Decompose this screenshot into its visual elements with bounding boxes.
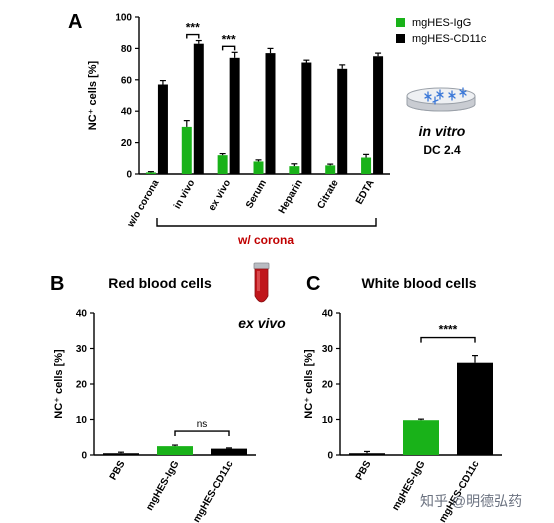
chart-a-category-label: EDTA [354, 178, 377, 206]
chart-b-bar [211, 448, 247, 455]
chart-a-y-tick-label: 40 [121, 107, 133, 118]
chart-a-y-tick-label: 100 [115, 13, 132, 24]
legend: mgHES-IgG mgHES-CD11c [396, 17, 487, 45]
chart-a-bar-cd11c [157, 84, 168, 174]
chart-c-y-axis-label: NC⁺ cells [%] [303, 349, 315, 419]
chart-a-y-tick-label: 60 [121, 75, 133, 86]
chart-b-significance-bracket [174, 430, 230, 437]
chart-b-category-label: PBS [108, 459, 128, 483]
chart-a-y-tick-label: 80 [121, 44, 133, 55]
chart-a-significance-label: *** [222, 32, 236, 46]
legend-swatch-igg [396, 18, 405, 27]
chart-a-bar-cd11c [337, 68, 348, 174]
chart-a-bar-igg [253, 161, 264, 174]
legend-label-igg: mgHES-IgG [412, 17, 471, 29]
chart-a-category-label: Serum [244, 178, 269, 211]
legend-swatch-cd11c [396, 34, 405, 43]
chart-a-category-label: in vivo [172, 178, 197, 211]
chart-a-significance-label: *** [186, 21, 200, 35]
chart-c-bar [349, 453, 385, 455]
legend-label-cd11c: mgHES-CD11c [412, 33, 487, 45]
chart-a-category-label: Citrate [315, 178, 341, 211]
chart-a-significance-bracket [221, 45, 236, 51]
chart-a-bar-cd11c [229, 57, 240, 174]
chart-b: 0 10 20 30 40 NC⁺ cells [%] PBS mgHES-IgG mgHES-… [53, 275, 256, 523]
chart-a-bar-cd11c [301, 62, 312, 174]
chart-c-y-tick-label: 0 [327, 451, 333, 462]
chart-c-category-label: PBS [354, 459, 374, 483]
chart-a-significance-bracket [186, 33, 200, 39]
chart-b-bar [103, 453, 139, 455]
chart-a-y-axis-label: NC⁺ cells [%] [87, 60, 99, 130]
chart-b-y-axis-label: NC⁺ cells [%] [53, 349, 65, 419]
chart-a-bar-igg [361, 157, 372, 174]
chart-c-y-tick-label: 10 [322, 415, 334, 426]
chart-b-significance-label: ns [197, 419, 208, 430]
petri-dish-illustration [406, 87, 476, 112]
chart-a-bar-igg [145, 172, 156, 174]
panel-label-b: B [50, 273, 64, 295]
panel-label-c: C [306, 273, 320, 295]
chart-a-bar-cd11c [193, 43, 204, 174]
chart-c-y-tick-label: 30 [322, 344, 334, 355]
chart-c-bar [403, 420, 439, 455]
chart-b-category-label: mgHES-IgG [144, 459, 181, 513]
chart-b-y-tick-label: 20 [76, 380, 88, 391]
chart-c-significance-label: **** [439, 323, 458, 337]
in-vitro-label: in vitro [419, 123, 466, 139]
watermark: 知乎 @明德弘药 [420, 493, 522, 509]
chart-a-bar-igg [325, 165, 336, 174]
chart-a-category-label: Heparin [277, 178, 305, 216]
chart-b-title: Red blood cells [108, 275, 212, 291]
chart-a-category-label: ex vivo [207, 178, 233, 213]
chart-a-y-tick-label: 20 [121, 138, 133, 149]
panel-label-a: A [68, 11, 82, 33]
ex-vivo-label: ex vivo [238, 315, 286, 331]
chart-b-y-tick-label: 0 [81, 451, 87, 462]
chart-b-y-tick-label: 40 [76, 309, 88, 320]
chart-a-bar-igg [289, 166, 300, 174]
chart-b-bar [157, 446, 193, 455]
chart-a-bar-igg [217, 155, 228, 174]
blood-tube-icon [253, 262, 270, 303]
chart-c-y-tick-label: 40 [322, 309, 334, 320]
chart-a-y-tick-label: 0 [126, 170, 132, 181]
chart-a-bar-cd11c [265, 53, 276, 174]
chart-c-y-tick-label: 20 [322, 380, 334, 391]
chart-b-y-tick-label: 10 [76, 415, 88, 426]
chart-c-title: White blood cells [361, 275, 476, 291]
corona-label: w/ corona [237, 233, 294, 247]
chart-c-significance-bracket [420, 336, 476, 343]
chart-c-bar [457, 362, 493, 455]
chart-b-category-label: mgHES-CD11c [191, 459, 235, 523]
chart-a-category-label: w/o corona [125, 178, 162, 230]
corona-bracket [156, 218, 377, 227]
chart-a-bar-igg [181, 126, 192, 174]
chart-a-bar-cd11c [373, 56, 384, 174]
chart-a: 0 20 40 60 80 100 NC⁺ cells [%] w/o corona in vi… [87, 13, 390, 230]
dc-label: DC 2.4 [423, 143, 461, 157]
chart-c-category-label: mgHES-CD11c [437, 459, 481, 523]
chart-b-y-tick-label: 30 [76, 344, 88, 355]
